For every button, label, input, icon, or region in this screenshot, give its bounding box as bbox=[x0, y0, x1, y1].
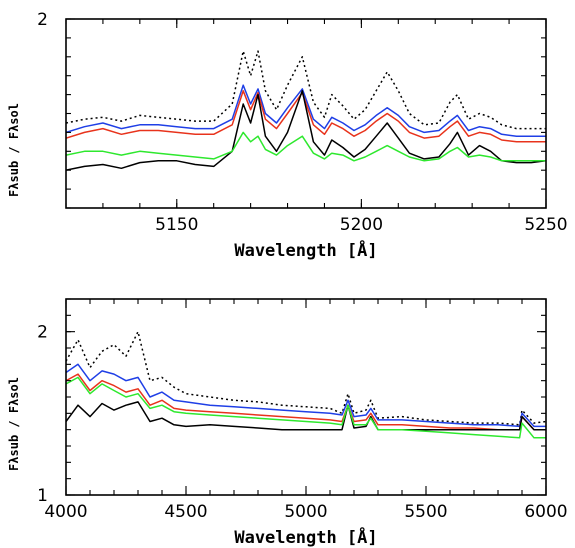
x-tick-label: 5250 bbox=[524, 215, 567, 235]
x-tick-label: 5500 bbox=[404, 502, 447, 522]
series-group bbox=[66, 50, 546, 171]
y-tick-label: 2 bbox=[37, 10, 48, 30]
plot-frame bbox=[65, 18, 547, 209]
panel-top: 5150 5200 5250 2 Wavelength [Å] Fλsub / Fλsol bbox=[7, 10, 568, 261]
series-line-3 bbox=[66, 90, 546, 171]
x-axis-label: Wavelength [Å] bbox=[234, 238, 377, 261]
series-line-4 bbox=[66, 131, 546, 162]
x-tick-label: 4000 bbox=[44, 502, 87, 522]
x-tick-label: 6000 bbox=[524, 502, 567, 522]
series-group bbox=[66, 330, 546, 439]
x-tick-label: 5150 bbox=[155, 215, 198, 235]
x-tick-label: 4500 bbox=[164, 502, 207, 522]
series-line-3 bbox=[66, 401, 546, 431]
series-line-2 bbox=[66, 373, 546, 431]
series-line-0 bbox=[66, 50, 546, 130]
y-tick-label: 2 bbox=[37, 323, 48, 343]
x-tick-label: 5200 bbox=[340, 215, 383, 235]
series-line-4 bbox=[66, 376, 546, 439]
x-tick-label: 5000 bbox=[284, 502, 327, 522]
series-line-2 bbox=[66, 90, 546, 143]
plot-frame bbox=[65, 298, 547, 496]
y-tick-label: 1 bbox=[37, 486, 48, 506]
y-axis-label: Fλsub / Fλsol bbox=[7, 377, 21, 471]
y-axis-label: Fλsub / Fλsol bbox=[7, 103, 21, 197]
x-axis-label: Wavelength [Å] bbox=[234, 525, 377, 548]
series-line-1 bbox=[66, 84, 546, 137]
panel-bottom: 4000 4500 5000 5500 6000 1 2 Wavelength [Å] Fλsu… bbox=[7, 298, 568, 548]
series-line-1 bbox=[66, 363, 546, 428]
